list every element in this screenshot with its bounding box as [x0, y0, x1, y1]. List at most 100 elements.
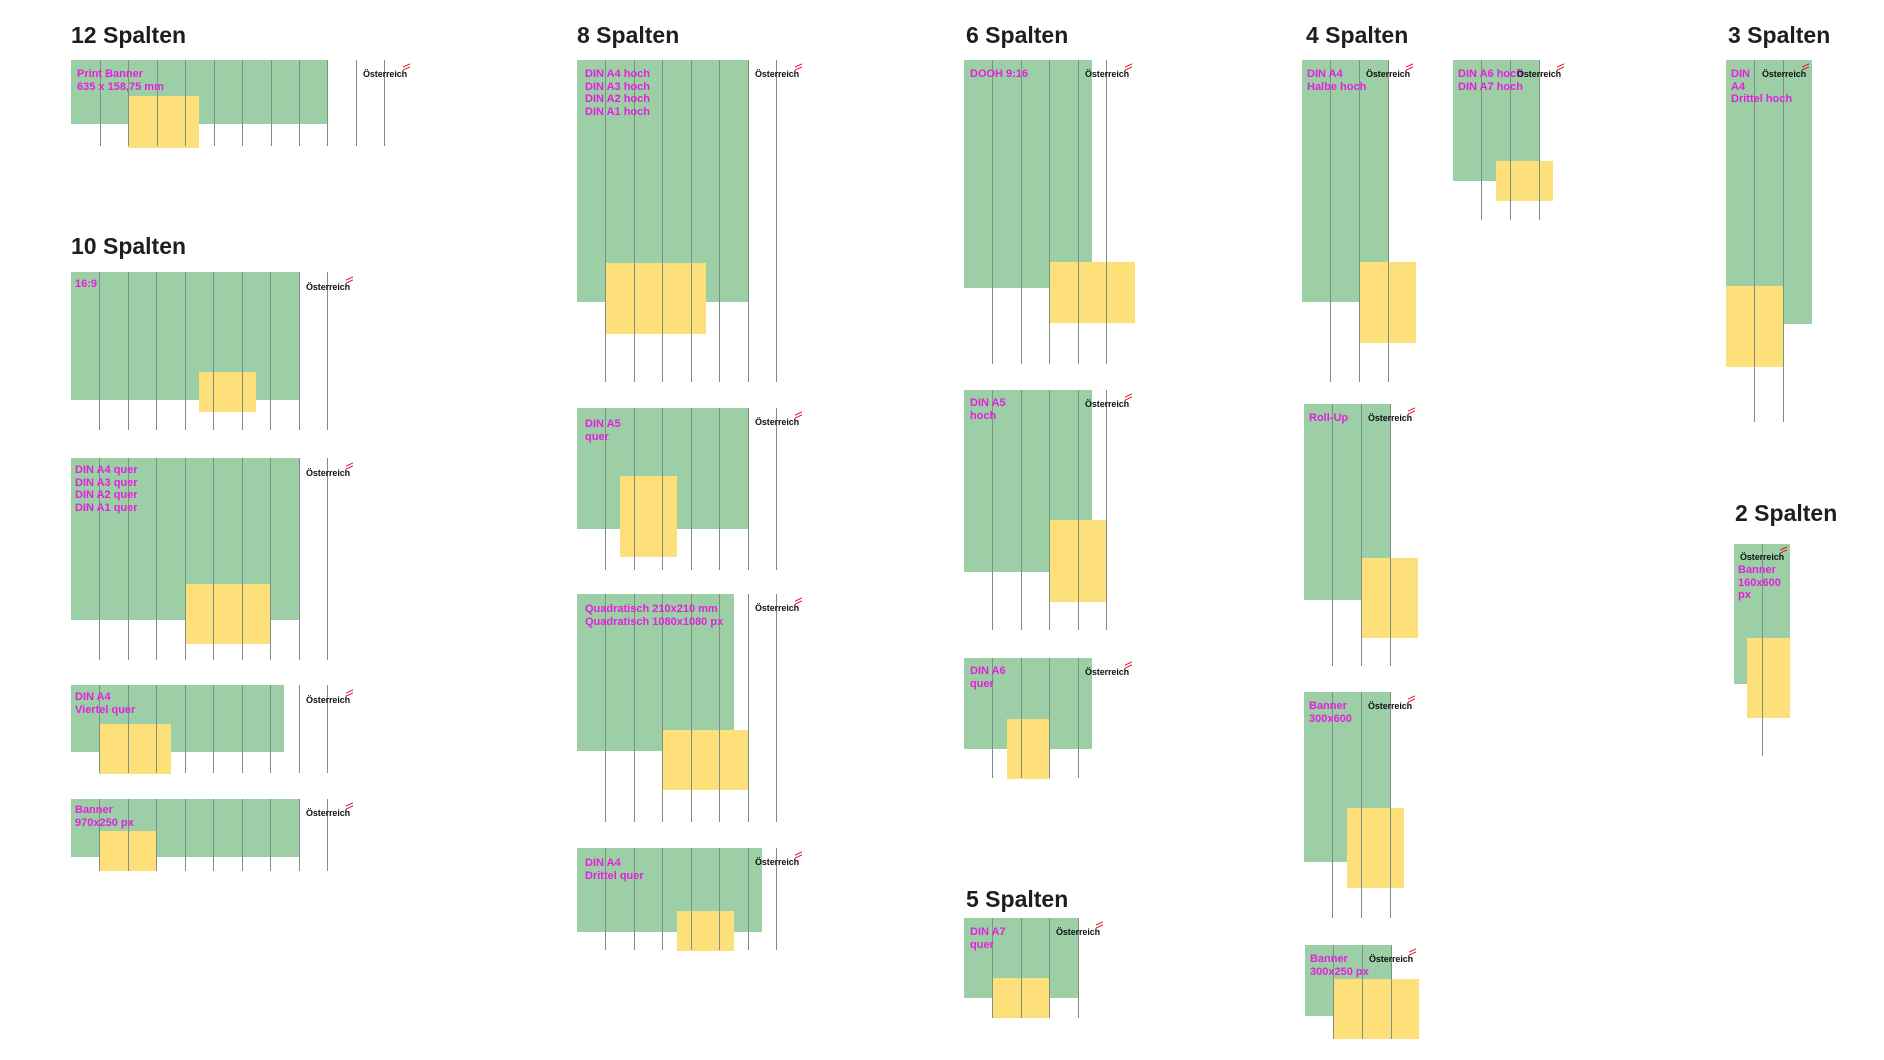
- grid-line: [156, 458, 157, 660]
- oesterreich-logo: Österreich: [1085, 63, 1133, 79]
- grid-line: [1390, 404, 1391, 666]
- grid-line: [299, 458, 300, 660]
- format-din-a6-quer: DIN A6 quer Österreich: [964, 658, 1154, 780]
- grid-line: [185, 685, 186, 773]
- grid-line: [1078, 918, 1079, 1018]
- logo-text: Österreich: [755, 603, 800, 613]
- grid-line: [1106, 60, 1107, 364]
- format-din-a7-quer: DIN A7 quer Österreich: [964, 918, 1134, 1020]
- format-label: DIN A4 hoch DIN A3 hoch DIN A2 hoch DIN …: [585, 68, 650, 118]
- image-area: [1333, 979, 1419, 1039]
- grid-line: [719, 408, 720, 570]
- grid-line: [1762, 544, 1763, 756]
- format-label: DIN A4 Drittel hoch: [1731, 68, 1793, 105]
- layout-area: [1302, 60, 1388, 302]
- grid-line: [719, 848, 720, 950]
- grid-line: [1388, 60, 1389, 382]
- grid-line: [1754, 60, 1755, 422]
- flag-icon: [1408, 407, 1416, 415]
- format-din-a4-drittel-hoch: DIN A4 Drittel hoch Österreich: [1726, 60, 1826, 424]
- heading-3-spalten: 3 Spalten: [1728, 22, 1831, 48]
- grid-line: [1390, 692, 1391, 918]
- flag-icon: [1096, 921, 1104, 929]
- grid-line: [662, 60, 663, 382]
- format-label: Roll-Up: [1309, 412, 1349, 424]
- flag-icon: [1406, 63, 1414, 71]
- grid-line: [1359, 60, 1360, 382]
- oesterreich-logo: Österreich: [306, 462, 354, 478]
- logo-text: Österreich: [1368, 413, 1413, 423]
- image-area: [620, 476, 677, 557]
- image-area: [605, 263, 706, 334]
- logo-text: Österreich: [755, 417, 800, 427]
- logo-text: Österreich: [1740, 552, 1785, 562]
- image-area: [99, 724, 171, 774]
- grid-line: [1021, 60, 1022, 364]
- grid-line: [128, 685, 129, 773]
- image-area: [99, 831, 156, 871]
- oesterreich-logo: Österreich: [1368, 695, 1416, 711]
- grid-line: [634, 594, 635, 822]
- grid-line: [128, 60, 129, 146]
- logo-text: Österreich: [1085, 667, 1130, 677]
- format-din-a4-viertel-quer: DIN A4 Viertel quer Österreich: [71, 685, 361, 777]
- flag-icon: [346, 276, 354, 284]
- grid-line: [213, 685, 214, 773]
- grid-line: [719, 60, 720, 382]
- image-area: [128, 96, 199, 148]
- grid-line: [748, 408, 749, 570]
- format-label: DIN A6 quer: [970, 665, 1006, 690]
- grid-line: [185, 60, 186, 146]
- format-label: DIN A7 quer: [970, 926, 1006, 951]
- grid-line: [776, 594, 777, 822]
- heading-10-spalten: 10 Spalten: [71, 233, 187, 259]
- grid-line: [1362, 945, 1363, 1039]
- format-label: Banner 300x600: [1309, 700, 1352, 725]
- grid-line: [748, 848, 749, 950]
- logo-text: Österreich: [1368, 701, 1413, 711]
- format-label: Quadratisch 210x210 mm Quadratisch 1080x…: [585, 603, 724, 628]
- format-label: DIN A4 quer DIN A3 quer DIN A2 quer DIN …: [75, 464, 138, 514]
- grid-line: [605, 60, 606, 382]
- grid-line: [1783, 60, 1784, 422]
- grid-line: [691, 60, 692, 382]
- logo-text: Österreich: [1085, 399, 1130, 409]
- flag-icon: [1125, 63, 1133, 71]
- grid-line: [691, 594, 692, 822]
- flag-icon: [346, 462, 354, 470]
- format-label: Banner 970x250 px: [75, 804, 134, 829]
- oesterreich-logo: Österreich: [1369, 948, 1417, 964]
- logo-text: Österreich: [306, 282, 351, 292]
- grid-line: [1049, 390, 1050, 630]
- layout-area: [577, 594, 734, 751]
- grid-line: [1049, 918, 1050, 1018]
- grid-line: [185, 458, 186, 660]
- heading-6-spalten: 6 Spalten: [966, 22, 1069, 48]
- grid-line: [327, 799, 328, 871]
- grid-line: [605, 848, 606, 950]
- format-din-a-quer: DIN A4 quer DIN A3 quer DIN A2 quer DIN …: [71, 458, 361, 664]
- layout-area: [1726, 60, 1812, 324]
- grid-line: [156, 799, 157, 871]
- format-print-banner: Print Banner 635 x 158,75 mm Österreich: [71, 60, 411, 150]
- format-label: Banner 300x250 px: [1310, 953, 1369, 978]
- flag-icon: [1408, 695, 1416, 703]
- flag-icon: [1557, 63, 1565, 71]
- oesterreich-logo: Österreich: [306, 276, 354, 292]
- grid-line: [1330, 60, 1331, 382]
- flag-icon: [403, 63, 411, 71]
- grid-line: [662, 408, 663, 570]
- grid-line: [1391, 945, 1392, 1039]
- image-area: [1496, 161, 1553, 201]
- heading-2-spalten: 2 Spalten: [1735, 500, 1838, 526]
- grid-line: [185, 272, 186, 430]
- logo-text: Österreich: [755, 69, 800, 79]
- flag-icon: [795, 411, 803, 419]
- grid-line: [1049, 60, 1050, 364]
- grid-line: [299, 799, 300, 871]
- format-din-a4-halbe-hoch: DIN A4 Halbe hoch Österreich: [1302, 60, 1432, 384]
- logo-text: Österreich: [1085, 69, 1130, 79]
- grid-line: [691, 848, 692, 950]
- layout-area: [71, 60, 327, 124]
- grid-line: [1021, 390, 1022, 630]
